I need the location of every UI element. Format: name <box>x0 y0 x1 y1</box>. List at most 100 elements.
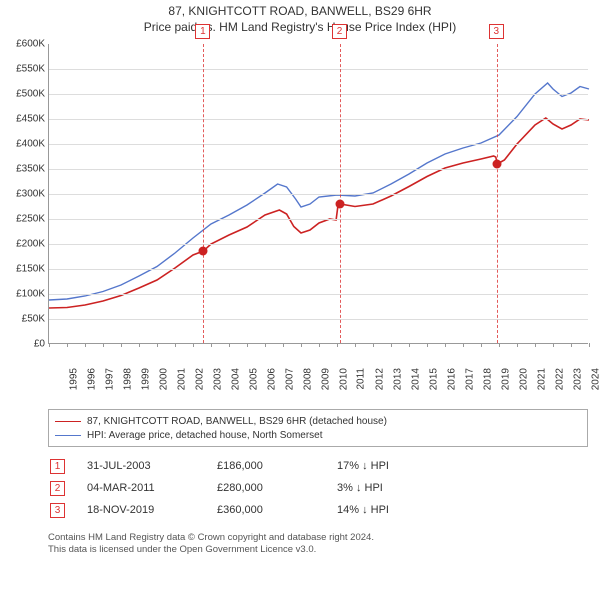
legend-row: 87, KNIGHTCOTT ROAD, BANWELL, BS29 6HR (… <box>55 414 581 428</box>
x-tick <box>535 343 536 347</box>
sale-dot <box>199 247 208 256</box>
license-line-2: This data is licensed under the Open Gov… <box>48 544 588 556</box>
x-tick <box>247 343 248 347</box>
x-tick <box>481 343 482 347</box>
grid-line <box>49 119 588 120</box>
legend-label: 87, KNIGHTCOTT ROAD, BANWELL, BS29 6HR (… <box>87 416 387 427</box>
y-axis-label: £200K <box>3 239 45 250</box>
x-tick <box>319 343 320 347</box>
x-axis-label: 2018 <box>482 368 493 390</box>
x-axis-label: 2000 <box>158 368 169 390</box>
grid-line <box>49 244 588 245</box>
x-axis-label: 2002 <box>194 368 205 390</box>
x-axis-label: 2009 <box>320 368 331 390</box>
license-line-1: Contains HM Land Registry data © Crown c… <box>48 532 588 544</box>
x-axis-label: 2010 <box>338 368 349 390</box>
x-axis-label: 1996 <box>86 368 97 390</box>
series-line <box>49 118 589 308</box>
x-axis-label: 1995 <box>68 368 79 390</box>
x-tick <box>193 343 194 347</box>
x-tick <box>499 343 500 347</box>
series-line <box>49 83 589 300</box>
y-axis-label: £50K <box>3 314 45 325</box>
y-axis-label: £300K <box>3 189 45 200</box>
x-axis-label: 2001 <box>176 368 187 390</box>
x-tick <box>337 343 338 347</box>
sale-vline <box>340 44 341 343</box>
sale-date: 04-MAR-2011 <box>87 482 217 494</box>
legend-label: HPI: Average price, detached house, Nort… <box>87 430 323 441</box>
grid-line <box>49 94 588 95</box>
chart-title-sub: Price paid vs. HM Land Registry's House … <box>0 20 600 34</box>
x-tick <box>517 343 518 347</box>
y-axis-label: £500K <box>3 89 45 100</box>
chart-area: £0£50K£100K£150K£200K£250K£300K£350K£400… <box>48 44 588 364</box>
x-axis-label: 2005 <box>248 368 259 390</box>
x-tick <box>445 343 446 347</box>
x-axis-label: 2014 <box>410 368 421 390</box>
grid-line <box>49 194 588 195</box>
sale-marker-box: 2 <box>332 24 347 39</box>
sales-table: 131-JUL-2003£186,00017% ↓ HPI204-MAR-201… <box>48 455 588 521</box>
x-axis-label: 2016 <box>446 368 457 390</box>
sale-index-box: 1 <box>50 459 65 474</box>
x-tick <box>139 343 140 347</box>
grid-line <box>49 69 588 70</box>
x-tick <box>283 343 284 347</box>
x-axis-label: 2012 <box>374 368 385 390</box>
x-axis-label: 2003 <box>212 368 223 390</box>
x-tick <box>589 343 590 347</box>
grid-line <box>49 269 588 270</box>
sale-vs-hpi: 3% ↓ HPI <box>337 482 588 494</box>
sale-row: 318-NOV-2019£360,00014% ↓ HPI <box>48 499 588 521</box>
x-axis-label: 2022 <box>554 368 565 390</box>
x-axis-label: 2023 <box>572 368 583 390</box>
grid-line <box>49 144 588 145</box>
sale-index-box: 3 <box>50 503 65 518</box>
y-axis-label: £0 <box>3 339 45 350</box>
x-tick <box>229 343 230 347</box>
x-axis-label: 2006 <box>266 368 277 390</box>
x-tick <box>175 343 176 347</box>
y-axis-label: £250K <box>3 214 45 225</box>
sale-date: 31-JUL-2003 <box>87 460 217 472</box>
sale-vline <box>497 44 498 343</box>
x-tick <box>121 343 122 347</box>
y-axis-label: £400K <box>3 139 45 150</box>
x-tick <box>409 343 410 347</box>
sale-row: 131-JUL-2003£186,00017% ↓ HPI <box>48 455 588 477</box>
sale-date: 18-NOV-2019 <box>87 504 217 516</box>
sale-price: £360,000 <box>217 504 337 516</box>
chart-title-address: 87, KNIGHTCOTT ROAD, BANWELL, BS29 6HR <box>0 4 600 18</box>
x-tick <box>463 343 464 347</box>
x-axis-label: 2015 <box>428 368 439 390</box>
x-tick <box>391 343 392 347</box>
sale-row: 204-MAR-2011£280,0003% ↓ HPI <box>48 477 588 499</box>
x-tick <box>427 343 428 347</box>
legend-swatch <box>55 435 81 436</box>
y-axis-label: £550K <box>3 64 45 75</box>
grid-line <box>49 319 588 320</box>
x-axis-label: 2020 <box>518 368 529 390</box>
x-tick <box>265 343 266 347</box>
x-tick <box>211 343 212 347</box>
sale-price: £280,000 <box>217 482 337 494</box>
legend-swatch <box>55 421 81 422</box>
sale-dot <box>492 160 501 169</box>
x-axis-label: 2008 <box>302 368 313 390</box>
sale-dot <box>336 200 345 209</box>
y-axis-label: £100K <box>3 289 45 300</box>
sale-price: £186,000 <box>217 460 337 472</box>
x-tick <box>103 343 104 347</box>
x-axis-label: 1998 <box>122 368 133 390</box>
x-axis-label: 1997 <box>104 368 115 390</box>
x-axis-label: 2013 <box>392 368 403 390</box>
x-axis-label: 2024 <box>590 368 600 390</box>
plot-region: £0£50K£100K£150K£200K£250K£300K£350K£400… <box>48 44 588 344</box>
grid-line <box>49 294 588 295</box>
x-axis-label: 2007 <box>284 368 295 390</box>
x-tick <box>301 343 302 347</box>
x-axis-label: 2019 <box>500 368 511 390</box>
sale-marker-box: 3 <box>489 24 504 39</box>
x-tick <box>571 343 572 347</box>
